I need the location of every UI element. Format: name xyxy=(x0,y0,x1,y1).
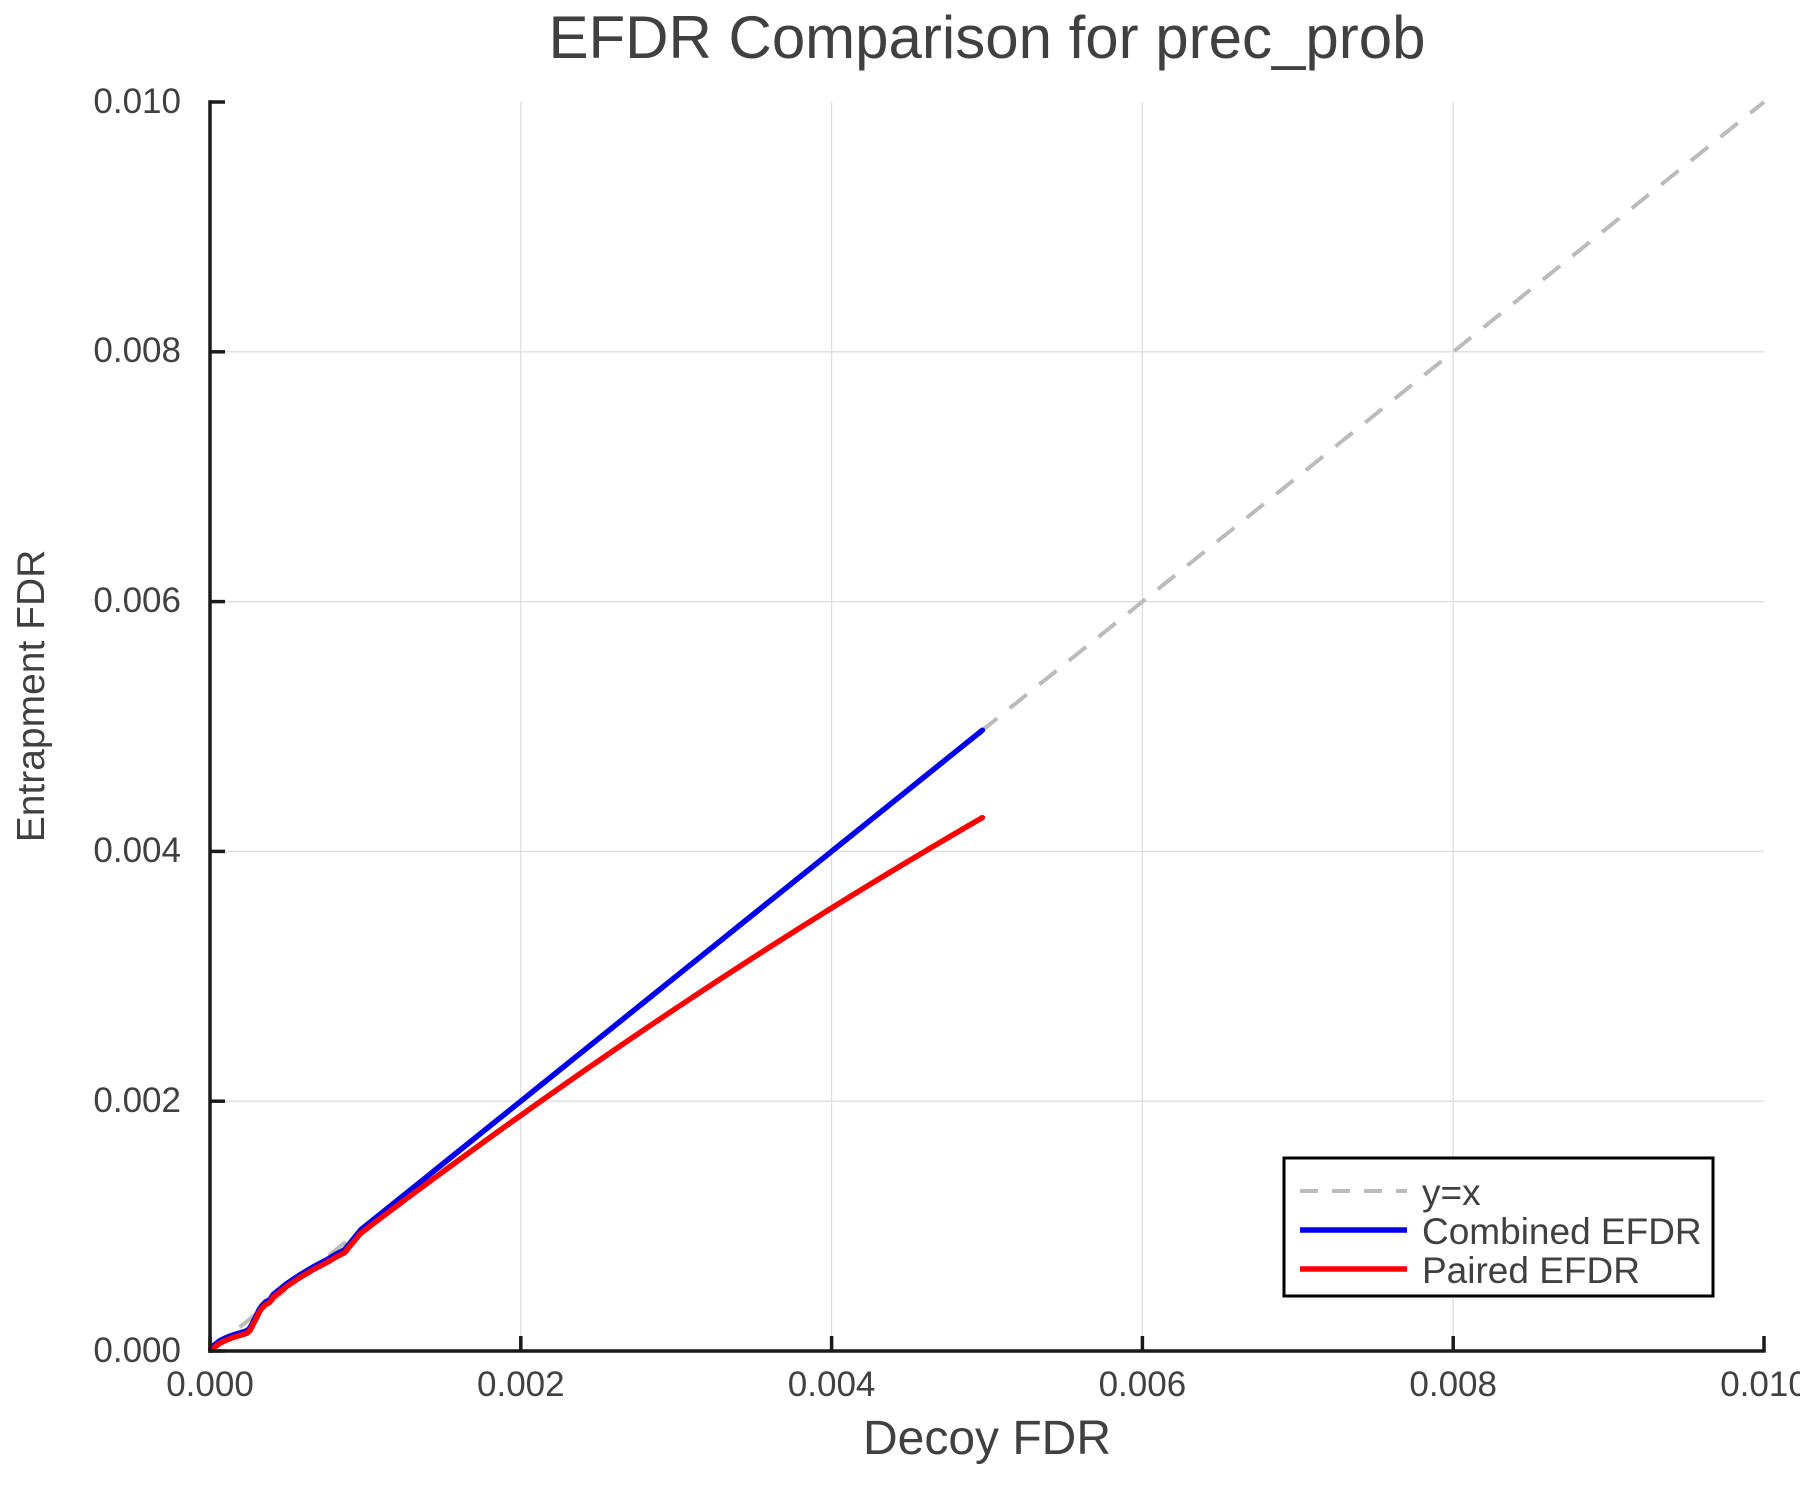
svg-text:Entrapment FDR: Entrapment FDR xyxy=(10,550,53,843)
svg-text:Combined EFDR: Combined EFDR xyxy=(1422,1211,1702,1252)
svg-text:0.010: 0.010 xyxy=(1720,1365,1800,1404)
svg-text:Paired EFDR: Paired EFDR xyxy=(1422,1250,1640,1291)
svg-text:Decoy FDR: Decoy FDR xyxy=(863,1412,1111,1465)
svg-text:0.004: 0.004 xyxy=(93,831,181,870)
svg-text:y=x: y=x xyxy=(1422,1172,1481,1213)
svg-text:0.000: 0.000 xyxy=(166,1365,254,1404)
svg-text:0.006: 0.006 xyxy=(93,581,181,620)
svg-text:0.000: 0.000 xyxy=(93,1331,181,1370)
svg-text:0.006: 0.006 xyxy=(1099,1365,1187,1404)
svg-text:0.002: 0.002 xyxy=(93,1081,181,1120)
svg-text:0.010: 0.010 xyxy=(93,82,181,121)
svg-text:0.008: 0.008 xyxy=(93,331,181,370)
svg-text:0.008: 0.008 xyxy=(1409,1365,1497,1404)
svg-text:0.002: 0.002 xyxy=(477,1365,565,1404)
svg-text:0.004: 0.004 xyxy=(788,1365,876,1404)
svg-text:EFDR Comparison for prec_prob: EFDR Comparison for prec_prob xyxy=(548,4,1425,71)
